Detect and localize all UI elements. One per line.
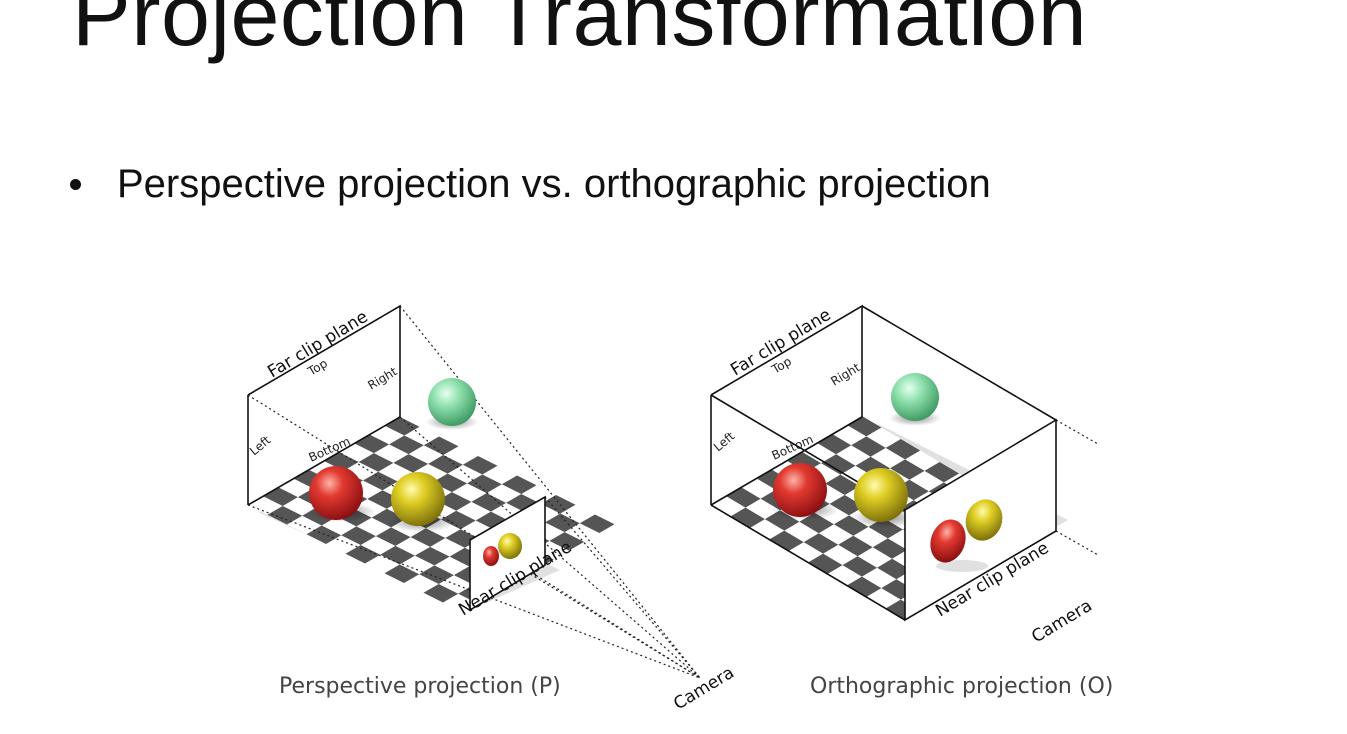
orthographic-camera-label: Camera (1028, 596, 1095, 648)
checker-tile (363, 471, 398, 491)
perspective-camera-label: Camera (670, 663, 737, 715)
orthographic-right-label: Right (828, 360, 863, 388)
checker-tile (501, 475, 537, 495)
checker-tile (924, 462, 959, 483)
checker-tile (821, 454, 856, 475)
perspective-caption: Perspective projection (P) (279, 674, 561, 699)
checker-tile (829, 495, 865, 516)
checker-tile (384, 564, 420, 583)
checker-tile (393, 454, 429, 473)
checker-tile (885, 439, 921, 460)
checker-tile (726, 487, 761, 508)
checker-tile (846, 576, 882, 597)
perspective-right-label: Right (365, 364, 400, 392)
bullet-dot (70, 178, 81, 190)
perspective-yellow-sphere (391, 472, 445, 526)
perspective-left-label: Left (247, 433, 274, 458)
orthographic-diagram: Far clip plane Top Right Left Bottom Nea… (710, 304, 1113, 699)
checker-tile (462, 456, 498, 475)
orthographic-projector-lines (1055, 419, 1099, 556)
orthographic-red-sphere (773, 463, 827, 517)
checker-tile (549, 532, 585, 551)
checker-tile (358, 453, 394, 472)
checker-tile (877, 558, 912, 580)
checker-tile (341, 526, 376, 545)
checker-tile (471, 493, 507, 512)
checker-tile (380, 545, 415, 565)
checker-tile (872, 538, 908, 559)
orthographic-near-clip-plane (904, 418, 1057, 622)
checker-tile (851, 436, 886, 457)
checker-tile (540, 495, 576, 514)
bullet-item: Perspective projection vs. orthographic … (70, 160, 991, 208)
orthographic-yellow-sphere (854, 468, 908, 522)
checker-tile (389, 435, 424, 455)
checker-tile (838, 535, 873, 557)
checker-tile (436, 492, 472, 511)
checker-tile (842, 556, 877, 577)
checker-tile (375, 527, 411, 546)
checker-tile (730, 507, 765, 528)
checker-tile (803, 533, 839, 554)
perspective-near-clip-plane (469, 495, 546, 612)
perspective-green-sphere (428, 378, 476, 426)
checker-tile (423, 583, 459, 603)
checker-tile (764, 510, 800, 531)
checker-tile (769, 530, 804, 551)
orthographic-left-label: Left (711, 429, 738, 454)
perspective-red-sphere (309, 466, 363, 520)
checker-tile (428, 455, 463, 474)
checker-tile (579, 514, 615, 534)
checker-tile (432, 473, 468, 493)
checker-tile (467, 474, 502, 494)
bullet-text: Perspective projection vs. orthographic … (117, 162, 991, 206)
checker-tile (423, 436, 459, 456)
checker-tile (890, 459, 925, 480)
checker-tile (825, 474, 860, 495)
slide-title: Projection Transformation (72, 0, 1088, 64)
orthographic-green-sphere (891, 373, 939, 421)
checker-tile (833, 515, 869, 536)
checker-tile (808, 553, 843, 574)
checker-tile (414, 546, 450, 566)
checker-tile (419, 565, 454, 584)
perspective-diagram: Far clip plane Top Right Left Bottom Nea… (247, 304, 738, 715)
orthographic-caption: Orthographic projection (O) (810, 674, 1113, 699)
checker-tile (410, 528, 446, 547)
checker-tile (345, 544, 381, 564)
checker-tile (267, 505, 303, 525)
checker-tile (441, 510, 476, 530)
